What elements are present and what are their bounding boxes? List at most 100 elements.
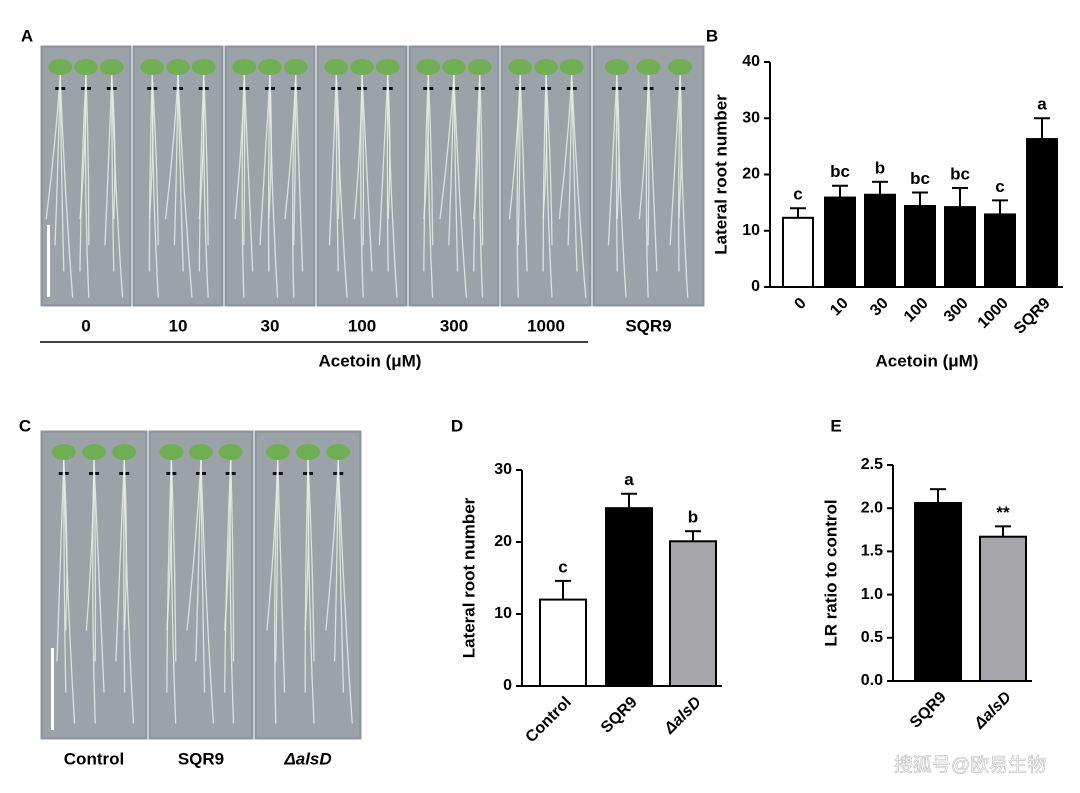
x-tick-label: SQR9 [907,689,950,732]
x-axis-label: Acetoin (μM) [876,351,979,370]
root [335,74,348,298]
bar [984,213,1016,288]
root [571,74,587,298]
bar [824,196,856,288]
photo-label: 1000 [527,316,565,335]
seedling-leaves [324,59,349,75]
seedling-leaves [326,444,351,460]
panel-letter: C [19,416,31,435]
root [230,459,235,662]
seedling-leaves [296,444,320,460]
seedling-leaves [166,59,190,75]
root [111,74,115,272]
significance-label: b [688,508,698,527]
bar [539,598,587,687]
photo-label: SQR9 [625,316,671,335]
root [84,74,90,298]
significance-label: bc [830,162,850,181]
seedling-leaves [232,59,257,75]
root [361,74,373,272]
root [478,74,484,298]
y-tick-label: 30 [494,461,512,478]
root [558,74,573,220]
seedling-leaves [467,59,492,75]
seedling-leaves [534,59,558,75]
y-tick-label: 0 [503,677,512,694]
root [479,74,484,246]
bar [1026,138,1058,288]
seedling-leaves [375,59,400,75]
y-axis-label: Lateral root number [711,94,730,255]
root [115,459,125,662]
seedling-leaves [218,444,243,460]
bar [979,535,1027,682]
seedling-leaves [191,59,216,75]
y-tick-label: 30 [742,109,760,126]
root [56,459,65,662]
seedling-leaves [258,59,282,75]
y-tick-label: 0 [751,278,760,295]
y-tick-label: 10 [742,222,760,239]
root [679,74,689,298]
root [186,459,202,631]
root [325,459,339,631]
significance-label: bc [910,169,930,188]
seedling-leaves [442,59,466,75]
y-tick-label: 2.0 [861,499,883,516]
y-tick-label: 10 [494,605,512,622]
x-tick-label: SQR9 [598,694,641,737]
root [545,74,553,246]
root [645,74,650,298]
scale-bar [47,225,50,297]
root [427,74,434,246]
root [200,459,206,693]
seedling-leaves [283,59,308,75]
root [647,74,658,272]
root [333,459,339,662]
bar [669,540,717,688]
root [607,74,618,246]
root [177,74,193,298]
root [241,74,245,298]
photo-label: 30 [261,316,280,335]
root [453,74,468,298]
root [203,74,209,246]
root [473,74,481,272]
root [519,74,528,272]
y-axis-label: Lateral root number [459,497,478,658]
root [545,74,553,298]
root [517,74,521,246]
y-tick-label: 20 [494,533,512,550]
photo-label: 300 [440,316,468,335]
root [92,459,96,724]
root [335,74,339,272]
root [202,74,209,298]
root [148,74,153,272]
root [85,74,90,246]
root [123,459,135,724]
photo-label: Control [64,749,124,768]
significance-label: b [875,158,885,177]
seedling-leaves [416,59,441,75]
root [123,459,126,693]
root [267,74,271,272]
bar [904,205,936,288]
x-tick-label: 30 [867,295,892,320]
bar [782,216,814,288]
significance-label: c [558,557,567,576]
x-tick-label: ΔalsD [971,688,1016,733]
root [615,74,618,272]
y-tick-label: 20 [742,166,760,183]
significance-label: ** [996,503,1010,522]
x-tick-label: ΔalsD [661,693,706,738]
x-tick-label: 1000 [975,295,1012,332]
root [360,74,364,298]
photo-label: 100 [348,316,376,335]
root [678,74,681,272]
seedling-leaves [159,444,184,460]
root [295,74,304,272]
root [243,74,246,246]
root [293,74,297,246]
root [59,74,74,298]
panel-letter: D [451,416,463,435]
